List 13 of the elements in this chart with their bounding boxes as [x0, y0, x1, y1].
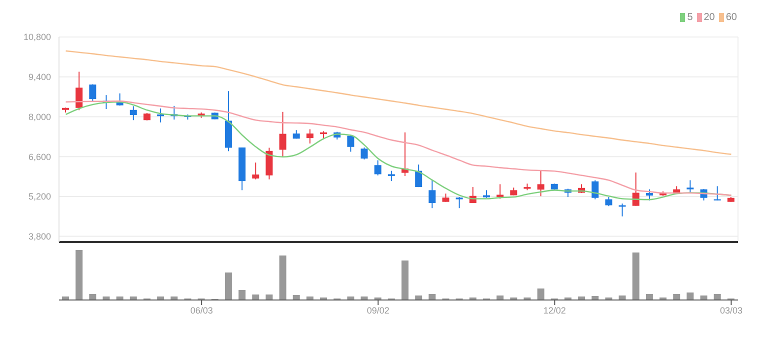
y-tick-label: 3,800: [28, 232, 51, 242]
x-tick-label: 12/02: [543, 305, 566, 316]
x-tick-label: 09/02: [366, 305, 390, 316]
legend-label: 5: [687, 12, 693, 23]
y-tick-label: 10,800: [23, 32, 51, 42]
y-tick-label: 8,000: [28, 112, 51, 122]
y-tick-label: 9,400: [28, 72, 51, 82]
legend-label: 60: [726, 12, 737, 23]
legend-label: 20: [704, 12, 715, 23]
y-tick-label: 5,200: [28, 192, 51, 202]
y-tick-label: 6,600: [28, 152, 51, 162]
x-tick-label: 03/03: [720, 305, 742, 316]
x-tick-label: 06/03: [190, 305, 213, 316]
